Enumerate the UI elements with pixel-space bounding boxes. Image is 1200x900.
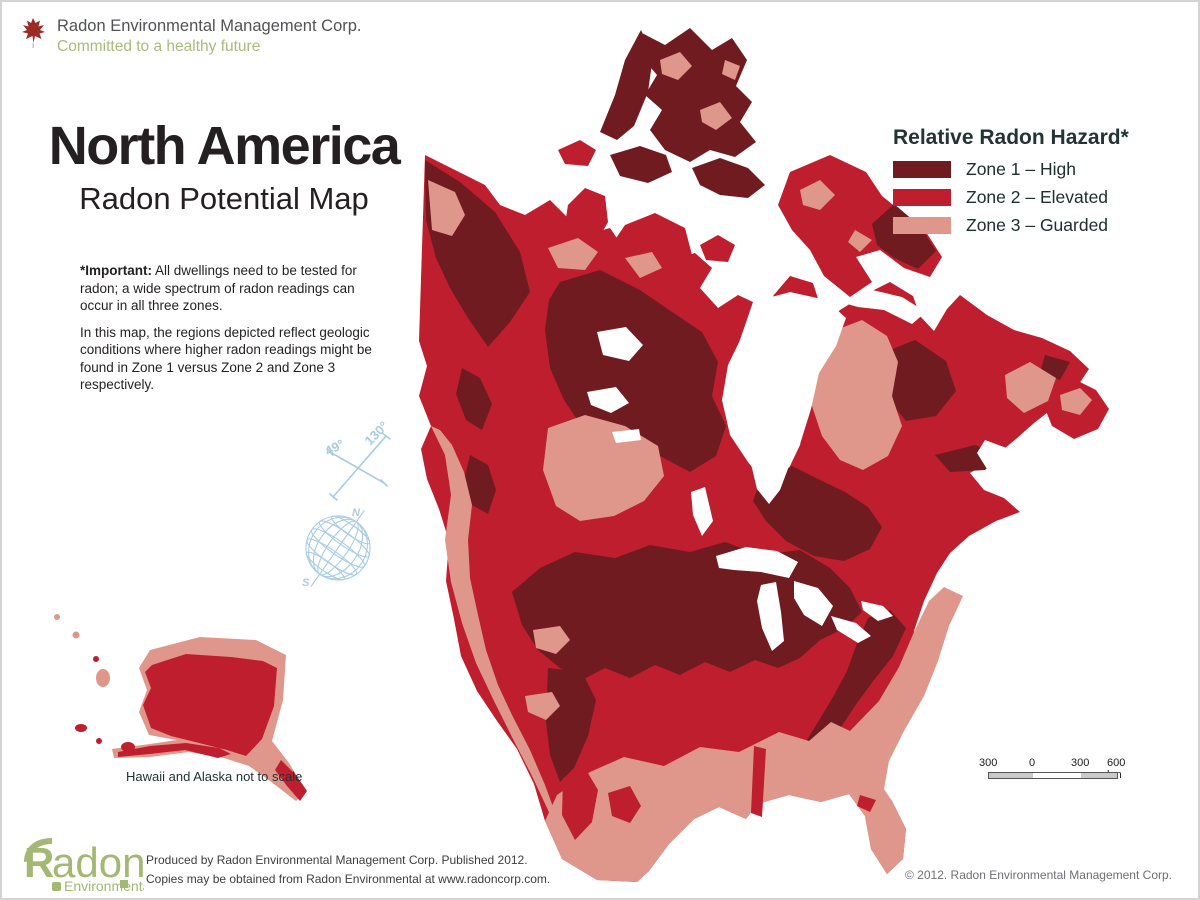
compass-labels: 130° 49°	[322, 419, 391, 459]
zone2-patches	[562, 746, 876, 840]
zone2-swatch	[893, 189, 951, 206]
scale-label-3: 300	[1071, 757, 1090, 769]
inset-scale-note: Hawaii and Alaska not to scale	[126, 769, 303, 784]
alaska-inset	[112, 637, 307, 801]
note-paragraph-1: *Important: All dwellings need to be tes…	[80, 262, 380, 315]
company-name: Radon Environmental Management Corp.	[57, 17, 362, 35]
note-important-label: *Important:	[80, 263, 152, 278]
page-title: North America	[48, 116, 401, 176]
legend: Relative Radon Hazard* Zone 1 – High Zon…	[893, 126, 1129, 245]
scale-label-2: 0	[1029, 757, 1036, 769]
zone1-label: Zone 1 – High	[966, 159, 1076, 179]
legend-row-zone2: Zone 2 – Elevated	[893, 187, 1129, 207]
globe-pole-labels: N S	[302, 507, 361, 589]
legend-title: Relative Radon Hazard*	[893, 126, 1129, 149]
compass-longitude-label: 130°	[362, 419, 392, 449]
copyright-notice: © 2012. Radon Environmental Management C…	[905, 868, 1172, 882]
scale-label-1: 300	[979, 757, 998, 769]
legend-row-zone3: Zone 3 – Guarded	[893, 215, 1129, 235]
zone3-label: Zone 3 – Guarded	[966, 215, 1109, 235]
note-paragraph-1-text: All dwellings need to be tested for rado…	[80, 263, 357, 314]
scale-bar-rule	[988, 772, 1118, 779]
zone3-swatch	[893, 217, 951, 234]
brand-header: Radon Environmental Management Corp. Com…	[20, 16, 362, 56]
page-subtitle: Radon Potential Map	[79, 180, 369, 216]
zone1-swatch	[893, 161, 951, 178]
note-paragraph-2: In this map, the regions depicted reflec…	[80, 324, 372, 393]
footer-line-2: Copies may be obtained from Radon Enviro…	[146, 871, 551, 886]
footer-line-1: Produced by Radon Environmental Manageme…	[146, 853, 528, 867]
globe-north-label: N	[352, 507, 361, 519]
globe-south-label: S	[302, 577, 310, 589]
compass-graticule	[326, 432, 391, 501]
logo-initial: R	[24, 839, 54, 886]
zone3-regions	[428, 52, 1092, 882]
footer-credits: Produced by Radon Environmental Manageme…	[146, 851, 550, 888]
legend-row-zone1: Zone 1 – High	[893, 159, 1129, 179]
logo-word-rest: adon	[52, 839, 144, 886]
water-bodies	[587, 289, 1046, 651]
company-tagline: Committed to a healthy future	[57, 37, 261, 55]
important-note: *Important: All dwellings need to be tes…	[80, 262, 380, 403]
footer-logo: R adon Environmental	[22, 836, 154, 899]
zone2-label: Zone 2 – Elevated	[966, 187, 1109, 207]
globe-icon	[305, 510, 371, 587]
scale-bar: 300 0 300 600 km	[979, 757, 1143, 785]
maple-leaf-icon	[22, 18, 45, 48]
compass-latitude-label: 49°	[322, 436, 346, 458]
hawaii-inset	[54, 614, 135, 752]
logo-subword: Environmental	[64, 878, 144, 894]
logo-leaf-shape	[24, 838, 52, 882]
title-block: North America Radon Potential Map	[46, 118, 402, 217]
